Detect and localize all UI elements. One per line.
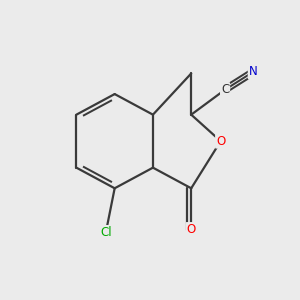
Text: Cl: Cl	[100, 226, 112, 239]
Text: N: N	[249, 65, 257, 79]
Text: O: O	[187, 223, 196, 236]
Text: C: C	[221, 83, 229, 96]
Text: O: O	[216, 135, 225, 148]
